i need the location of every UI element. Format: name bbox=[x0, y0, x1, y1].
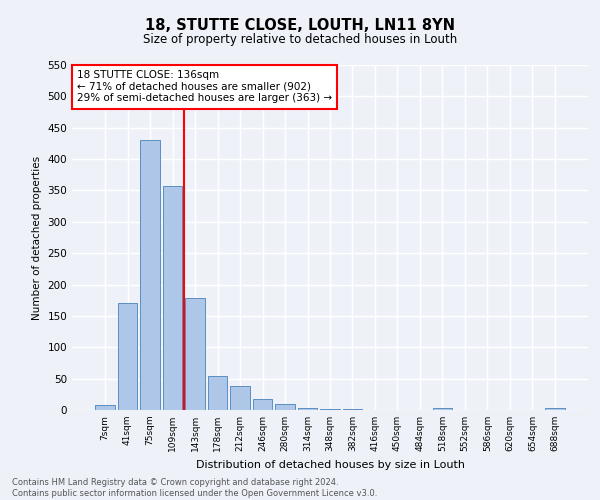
Bar bbox=[253, 398, 272, 410]
Bar bbox=[208, 376, 227, 410]
Bar bbox=[320, 408, 340, 410]
X-axis label: Distribution of detached houses by size in Louth: Distribution of detached houses by size … bbox=[196, 460, 464, 469]
Bar bbox=[118, 304, 137, 410]
Bar bbox=[95, 405, 115, 410]
Bar bbox=[163, 186, 182, 410]
Text: Contains HM Land Registry data © Crown copyright and database right 2024.
Contai: Contains HM Land Registry data © Crown c… bbox=[12, 478, 377, 498]
Bar bbox=[140, 140, 160, 410]
Bar bbox=[185, 298, 205, 410]
Text: Size of property relative to detached houses in Louth: Size of property relative to detached ho… bbox=[143, 32, 457, 46]
Y-axis label: Number of detached properties: Number of detached properties bbox=[32, 156, 42, 320]
Bar bbox=[545, 408, 565, 410]
Bar bbox=[298, 408, 317, 410]
Bar bbox=[275, 404, 295, 410]
Text: 18 STUTTE CLOSE: 136sqm
← 71% of detached houses are smaller (902)
29% of semi-d: 18 STUTTE CLOSE: 136sqm ← 71% of detache… bbox=[77, 70, 332, 103]
Bar bbox=[433, 408, 452, 410]
Bar bbox=[230, 386, 250, 410]
Text: 18, STUTTE CLOSE, LOUTH, LN11 8YN: 18, STUTTE CLOSE, LOUTH, LN11 8YN bbox=[145, 18, 455, 32]
